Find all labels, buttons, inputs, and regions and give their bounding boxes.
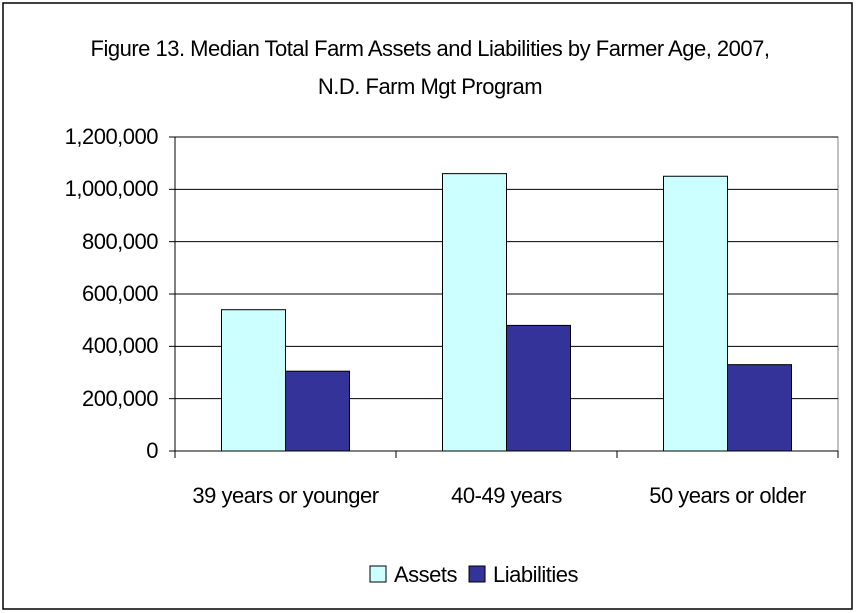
- x-tick-label: 39 years or younger: [192, 483, 379, 508]
- y-tick-label: 200,000: [81, 385, 159, 411]
- y-tick-label: 600,000: [81, 281, 159, 306]
- bar: [221, 309, 286, 452]
- x-tick-label: 50 years or older: [649, 483, 806, 508]
- bar: [506, 324, 571, 452]
- y-tick-label: 400,000: [81, 333, 159, 359]
- x-tick-label: 40-49 years: [451, 483, 562, 508]
- bar: [285, 370, 350, 452]
- legend-swatch: [369, 565, 387, 583]
- legend-label: Liabilities: [493, 562, 578, 587]
- bar: [663, 175, 728, 452]
- bar: [442, 173, 507, 452]
- y-tick-label: 800,000: [81, 228, 159, 254]
- legend-swatch: [468, 565, 486, 583]
- y-tick-label: 1,200,000: [64, 124, 159, 149]
- bar: [727, 364, 792, 452]
- y-tick-label: 1,000,000: [64, 176, 159, 202]
- legend-label: Assets: [394, 562, 458, 587]
- chart-title: Figure 13. Median Total Farm Assets and …: [90, 36, 770, 99]
- y-tick-label: 0: [146, 438, 158, 463]
